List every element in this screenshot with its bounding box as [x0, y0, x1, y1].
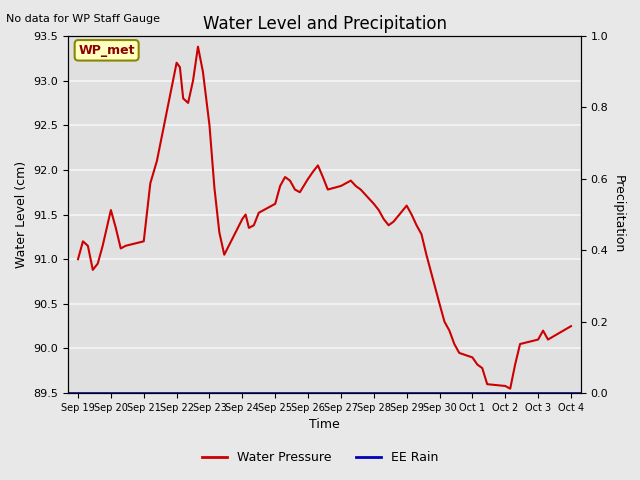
- Legend: Water Pressure, EE Rain: Water Pressure, EE Rain: [196, 446, 444, 469]
- X-axis label: Time: Time: [309, 419, 340, 432]
- Text: No data for WP Staff Gauge: No data for WP Staff Gauge: [6, 14, 161, 24]
- Text: WP_met: WP_met: [79, 44, 135, 57]
- Title: Water Level and Precipitation: Water Level and Precipitation: [202, 15, 447, 33]
- Y-axis label: Water Level (cm): Water Level (cm): [15, 161, 28, 268]
- Y-axis label: Precipitation: Precipitation: [612, 175, 625, 253]
